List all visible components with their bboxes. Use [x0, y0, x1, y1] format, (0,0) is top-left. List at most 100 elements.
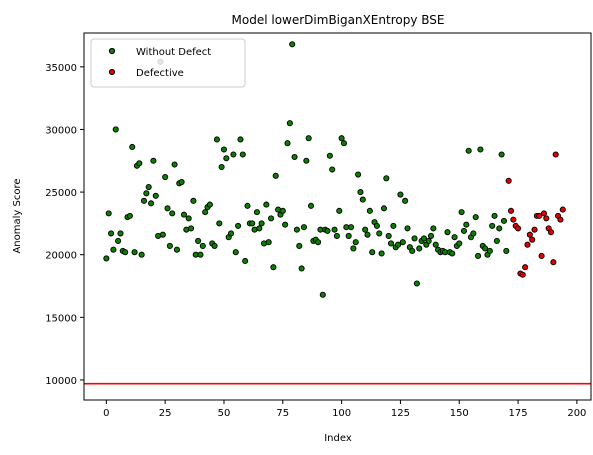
point-without-defect	[498, 151, 505, 158]
plot-frame	[83, 32, 592, 401]
point-without-defect	[173, 246, 180, 253]
point-without-defect	[289, 41, 296, 48]
point-without-defect	[105, 210, 112, 217]
legend: Without Defect Defective	[90, 38, 246, 88]
point-defective	[559, 206, 566, 213]
point-without-defect	[456, 240, 463, 247]
point-without-defect	[286, 120, 293, 127]
point-without-defect	[385, 232, 392, 239]
point-without-defect	[232, 249, 239, 256]
point-without-defect	[293, 226, 300, 233]
point-without-defect	[491, 212, 498, 219]
point-without-defect	[220, 146, 228, 153]
point-without-defect	[387, 240, 395, 247]
point-without-defect	[164, 205, 171, 212]
point-without-defect	[129, 143, 136, 151]
point-without-defect	[458, 209, 465, 216]
point-defective	[543, 215, 550, 222]
legend-marker-defective	[108, 68, 116, 76]
point-without-defect	[329, 166, 336, 173]
point-without-defect	[197, 251, 204, 258]
point-without-defect	[117, 230, 124, 237]
point-without-defect	[373, 222, 380, 229]
point-without-defect	[369, 249, 376, 256]
point-defective	[531, 226, 538, 233]
point-without-defect	[402, 197, 409, 204]
x-tick-label: 100	[332, 408, 351, 419]
point-without-defect	[416, 245, 423, 252]
point-defective	[526, 231, 533, 238]
point-without-defect	[472, 214, 479, 221]
point-without-defect	[138, 251, 145, 258]
point-without-defect	[500, 217, 508, 224]
point-without-defect	[115, 237, 122, 244]
point-without-defect	[333, 232, 340, 239]
x-tick-label: 0	[103, 408, 109, 419]
point-without-defect	[326, 152, 333, 159]
point-without-defect	[244, 202, 251, 209]
point-without-defect	[427, 232, 435, 239]
x-ticks: 0 25 50 75 100 125 150 175 200	[103, 400, 586, 419]
point-without-defect	[376, 230, 383, 237]
point-without-defect	[359, 196, 366, 203]
point-without-defect	[432, 241, 439, 248]
point-without-defect	[496, 225, 503, 232]
point-without-defect	[230, 151, 237, 158]
point-without-defect	[223, 155, 230, 162]
y-tick-label: 35000	[45, 63, 77, 74]
point-without-defect	[202, 209, 209, 216]
x-tick-label: 200	[567, 408, 586, 419]
point-without-defect	[449, 250, 456, 257]
point-without-defect	[169, 210, 176, 217]
point-without-defect	[239, 151, 246, 158]
point-without-defect	[482, 245, 489, 252]
point-without-defect	[380, 205, 388, 212]
point-without-defect	[185, 215, 192, 222]
point-defective	[505, 177, 512, 184]
point-without-defect	[362, 226, 369, 233]
point-without-defect	[319, 291, 326, 298]
point-defective	[524, 241, 531, 248]
point-without-defect	[256, 225, 263, 232]
point-without-defect	[413, 280, 420, 287]
x-tick-label: 150	[450, 408, 469, 419]
point-without-defect	[338, 135, 345, 142]
point-without-defect	[279, 207, 286, 214]
point-without-defect	[110, 246, 117, 253]
point-without-defect	[364, 231, 371, 238]
point-without-defect	[178, 178, 185, 186]
point-without-defect	[366, 207, 373, 214]
point-without-defect	[235, 222, 242, 229]
y-ticks: 10000 15000 20000 25000 30000 35000	[45, 63, 84, 387]
point-without-defect	[503, 247, 510, 254]
point-without-defect	[218, 163, 225, 171]
point-without-defect	[425, 237, 432, 244]
x-tick-label: 75	[276, 408, 289, 419]
point-without-defect	[108, 230, 115, 237]
point-without-defect	[126, 212, 133, 219]
point-without-defect	[493, 237, 500, 244]
point-without-defect	[336, 207, 343, 214]
point-without-defect	[463, 221, 470, 228]
point-defective	[550, 259, 557, 266]
point-defective	[540, 210, 548, 217]
point-without-defect	[216, 220, 223, 227]
point-without-defect	[489, 222, 496, 229]
y-tick-label: 15000	[45, 313, 77, 324]
point-defective	[538, 252, 545, 260]
legend-marker-without-defect	[108, 47, 116, 55]
point-without-defect	[206, 201, 213, 208]
point-without-defect	[357, 189, 364, 196]
point-without-defect	[242, 257, 249, 265]
point-without-defect	[253, 209, 260, 216]
x-tick-label: 175	[509, 408, 528, 419]
x-axis-label: Index	[324, 433, 352, 444]
point-without-defect	[411, 235, 418, 242]
point-defective	[552, 151, 559, 158]
legend-label-without-defect: Without Defect	[136, 47, 211, 58]
point-without-defect	[147, 200, 155, 207]
point-without-defect	[352, 239, 359, 246]
x-tick-label: 25	[159, 408, 172, 419]
point-without-defect	[267, 215, 275, 222]
points-layer	[103, 41, 566, 298]
